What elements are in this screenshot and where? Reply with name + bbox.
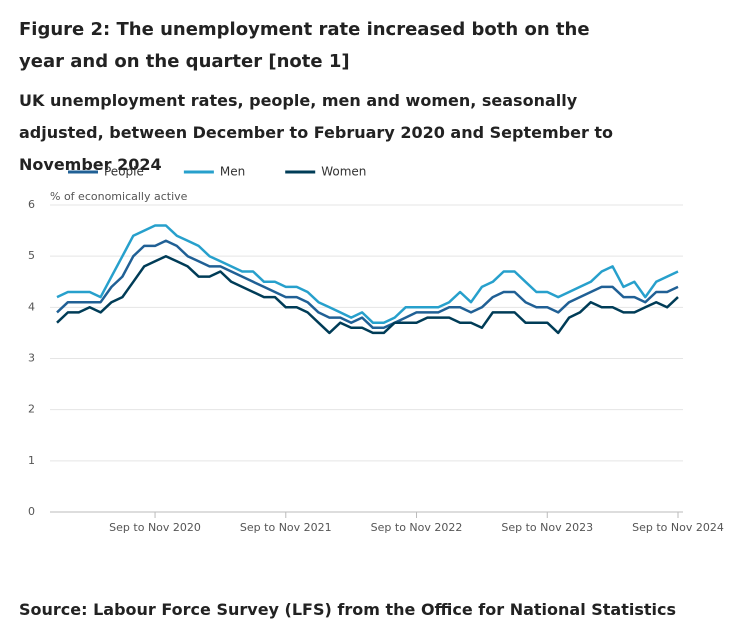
series-line [56, 224, 679, 324]
x-tick-label: Sep to Nov 2023 [501, 521, 593, 534]
legend-label: People [104, 165, 144, 179]
y-tick-label: 5 [28, 249, 35, 262]
y-tick-label: 3 [28, 352, 35, 365]
y-axis-label: % of economically active [50, 190, 188, 203]
series-line [56, 239, 679, 330]
x-tick-label: Sep to Nov 2020 [109, 521, 201, 534]
y-tick-label: 2 [28, 403, 35, 416]
series-line [56, 254, 679, 335]
source: Source: Labour Force Survey (LFS) from t… [19, 600, 677, 619]
y-tick-label: 4 [28, 300, 35, 313]
x-tick-label: Sep to Nov 2022 [371, 521, 463, 534]
chart-subtitle: UK unemployment rates, people, men and w… [19, 91, 614, 174]
y-tick-label: 6 [28, 198, 35, 211]
y-tick-label: 0 [28, 505, 35, 518]
y-tick-label: 1 [28, 454, 35, 467]
chart-title: Figure 2: The unemployment rate increase… [19, 19, 590, 72]
x-tick-label: Sep to Nov 2021 [240, 521, 332, 534]
legend-label: Men [220, 165, 245, 179]
legend-label: Women [321, 165, 366, 179]
chart: % of economically active 0 1 2 3 4 5 6 Sep to N… [28, 165, 724, 535]
x-tick-label: Sep to Nov 2024 [632, 521, 724, 534]
